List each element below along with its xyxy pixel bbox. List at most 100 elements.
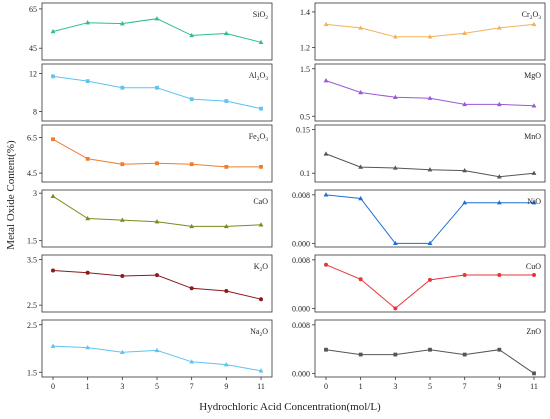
- data-point: [189, 32, 195, 38]
- data-point: [51, 137, 55, 142]
- data-point: [428, 277, 432, 282]
- x-tick-label: 5: [428, 382, 432, 391]
- panel-4: 2.5 3.5 K2O: [27, 254, 273, 313]
- data-point: [50, 28, 56, 34]
- data-point: [51, 268, 55, 273]
- data-point: [119, 21, 125, 26]
- data-point: [323, 78, 329, 83]
- data-point: [50, 343, 56, 348]
- label-text: O: [259, 71, 265, 80]
- label-text: SiO: [253, 10, 266, 19]
- panel-1: 8 12 Al2O3: [29, 63, 273, 122]
- x-tick-label: 11: [257, 382, 265, 391]
- data-point: [497, 273, 502, 278]
- data-point: [258, 222, 264, 227]
- panel-frame: [314, 63, 546, 122]
- label-text: CaO: [253, 197, 268, 206]
- data-point: [119, 217, 125, 222]
- y-tick-label: 0.000: [292, 239, 310, 248]
- data-point: [428, 347, 432, 352]
- data-point: [358, 195, 364, 201]
- data-point: [154, 347, 160, 353]
- y-tick-label: 12: [29, 70, 37, 79]
- label-text: ZnO: [526, 327, 541, 336]
- x-tick-label: 11: [530, 382, 538, 391]
- data-point: [120, 85, 125, 90]
- y-tick-label: 0.000: [292, 304, 310, 313]
- data-point: [224, 99, 229, 103]
- data-point: [531, 170, 537, 175]
- x-tick-label: 9: [224, 382, 228, 391]
- data-point: [154, 219, 160, 224]
- x-tick-label: 0: [324, 382, 328, 391]
- series-line: [52, 18, 262, 43]
- y-tick-label: 1.5: [27, 368, 37, 377]
- data-point: [462, 168, 468, 173]
- panel-frame: [41, 2, 273, 61]
- data-point: [258, 368, 264, 373]
- data-point: [497, 347, 502, 352]
- y-tick-label: 0.5: [300, 112, 310, 121]
- x-tick-label: 9: [497, 382, 501, 391]
- data-point: [119, 349, 125, 354]
- panel-frame: [314, 2, 546, 61]
- x-tick-label: 3: [393, 382, 397, 391]
- panel-label: NiO: [527, 197, 541, 206]
- panel-8: 0.1 0.15 MnO: [296, 124, 546, 183]
- data-point: [358, 164, 364, 169]
- series-line: [325, 80, 535, 107]
- label-text: K: [254, 262, 260, 271]
- data-point: [85, 215, 91, 221]
- data-point: [85, 20, 91, 25]
- y-tick-label: 3.5: [27, 256, 37, 265]
- x-tick-label: 0: [51, 382, 55, 391]
- data-point: [358, 277, 363, 282]
- label-text: CuO: [526, 262, 541, 271]
- y-tick-label: 0.008: [292, 256, 310, 265]
- y-tick-label: 6.5: [27, 133, 37, 142]
- data-point: [85, 156, 90, 161]
- data-point: [223, 223, 229, 229]
- y-tick-label: 1.5: [300, 65, 310, 74]
- label-text: O: [532, 10, 538, 19]
- data-point: [462, 200, 468, 205]
- label-subscript: 3: [265, 137, 268, 143]
- panel-2: 4.5 6.5 Fe2O3: [27, 124, 273, 183]
- data-point: [496, 101, 502, 107]
- label-text: O: [259, 132, 265, 141]
- data-point: [324, 347, 328, 352]
- data-point: [85, 344, 91, 350]
- data-point: [259, 106, 263, 111]
- y-tick-label: 65: [29, 5, 37, 14]
- label-subscript: 2: [257, 137, 260, 143]
- data-point: [258, 39, 264, 45]
- panel-11: 0.000 0.008 0 1 3 5 7 9 11 ZnO: [292, 319, 546, 391]
- series-line: [52, 75, 262, 110]
- panel-label: CuO: [526, 262, 541, 271]
- data-point: [120, 162, 125, 167]
- label-text: Cr: [522, 10, 530, 19]
- data-point: [358, 89, 364, 95]
- label-subscript: 3: [265, 76, 268, 82]
- data-point: [323, 151, 329, 156]
- series-line: [325, 153, 535, 178]
- panel-frame: [41, 124, 273, 183]
- data-point: [120, 273, 125, 278]
- data-point: [393, 306, 398, 311]
- panel-3: 1.5 3 CaO: [27, 189, 273, 248]
- label-text: NiO: [527, 197, 541, 206]
- panel-label: MgO: [524, 71, 541, 80]
- series-line: [325, 349, 535, 374]
- data-point: [358, 352, 363, 357]
- y-tick-label: 1.4: [300, 8, 310, 17]
- data-point: [392, 94, 398, 99]
- label-subscript: 3: [538, 15, 541, 21]
- data-point: [189, 286, 194, 291]
- data-point: [259, 297, 263, 302]
- label-subscript: 2: [530, 15, 533, 21]
- data-point: [393, 352, 398, 357]
- label-subscript: 2: [259, 267, 262, 273]
- x-tick-label: 1: [86, 382, 90, 391]
- panel-label: CaO: [253, 197, 268, 206]
